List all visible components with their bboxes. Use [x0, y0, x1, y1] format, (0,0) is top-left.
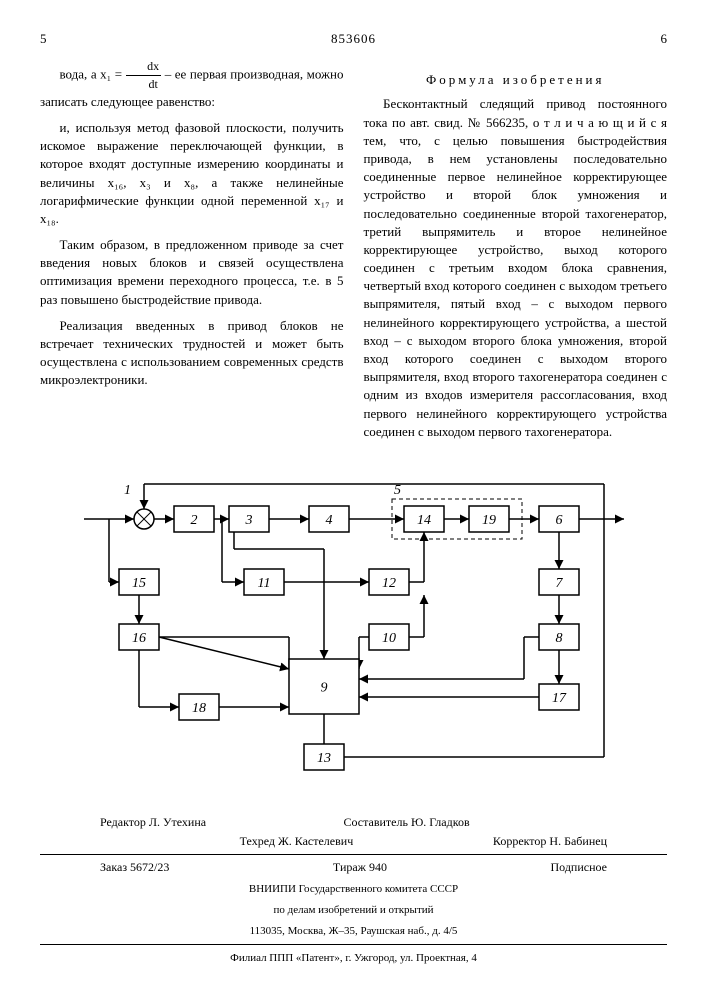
- left-para-3: Таким образом, в предложенном приводе за…: [40, 236, 344, 309]
- svg-text:13: 13: [317, 751, 331, 766]
- block-diagram: 12341419561511127161089181713: [40, 469, 667, 784]
- signoff-block: Редактор Л. Утехина Составитель Ю. Гладк…: [40, 814, 667, 966]
- svg-text:6: 6: [555, 513, 562, 528]
- formula-title: Формула изобретения: [364, 71, 668, 89]
- text-columns: вода, а x₁ = dx dt – ее первая производн…: [40, 58, 667, 449]
- svg-text:5: 5: [394, 483, 401, 498]
- corrector-line: Корректор Н. Бабинец: [493, 833, 607, 850]
- frac-top: dx: [126, 58, 162, 76]
- order-number: Заказ 5672/23: [100, 859, 169, 876]
- svg-text:18: 18: [192, 701, 206, 716]
- editor-line: Редактор Л. Утехина: [100, 814, 206, 831]
- svg-text:7: 7: [555, 576, 563, 591]
- left-column: вода, а x₁ = dx dt – ее первая производн…: [40, 58, 344, 449]
- left-para-4: Реализация введенных в привод блоков не …: [40, 317, 344, 390]
- svg-text:19: 19: [482, 513, 496, 528]
- left-para-2: и, используя метод фазовой плоскости, по…: [40, 119, 344, 228]
- svg-text:8: 8: [555, 631, 562, 646]
- svg-text:3: 3: [244, 513, 252, 528]
- frac-bot: dt: [126, 76, 162, 93]
- address-1: 113035, Москва, Ж–35, Раушская наб., д. …: [40, 924, 667, 939]
- right-column: Формула изобретения Бесконтактный следящ…: [364, 58, 668, 449]
- svg-text:17: 17: [552, 691, 567, 706]
- address-2: Филиал ППП «Патент», г. Ужгород, ул. Про…: [40, 951, 667, 966]
- page-header: 5 853606 6: [40, 30, 667, 48]
- svg-text:1: 1: [124, 483, 131, 498]
- diagram-svg: 12341419561511127161089181713: [64, 469, 644, 779]
- compiler-line: Составитель Ю. Гладков: [343, 814, 469, 831]
- tirazh: Тираж 940: [333, 859, 387, 876]
- p1-pre: вода, а x₁ =: [60, 66, 126, 81]
- org-line-2: по делам изобретений и открытий: [40, 903, 667, 918]
- page-number-right: 6: [627, 30, 667, 48]
- org-line-1: ВНИИПИ Государственного комитета СССР: [40, 882, 667, 897]
- svg-text:11: 11: [257, 576, 270, 591]
- fraction: dx dt: [126, 58, 162, 93]
- svg-text:4: 4: [325, 513, 332, 528]
- svg-text:10: 10: [382, 631, 396, 646]
- svg-text:16: 16: [132, 631, 146, 646]
- svg-text:12: 12: [382, 576, 396, 591]
- patent-number: 853606: [80, 30, 627, 48]
- techred-line: Техред Ж. Кастелевич: [240, 833, 354, 850]
- svg-text:9: 9: [320, 680, 327, 695]
- right-para-1: Бесконтактный следящий привод постоянног…: [364, 95, 668, 441]
- left-para-1: вода, а x₁ = dx dt – ее первая производн…: [40, 58, 344, 111]
- svg-text:14: 14: [417, 513, 431, 528]
- podpisnoe: Подписное: [551, 859, 608, 876]
- svg-text:15: 15: [132, 576, 146, 591]
- svg-text:2: 2: [190, 513, 197, 528]
- page-number-left: 5: [40, 30, 80, 48]
